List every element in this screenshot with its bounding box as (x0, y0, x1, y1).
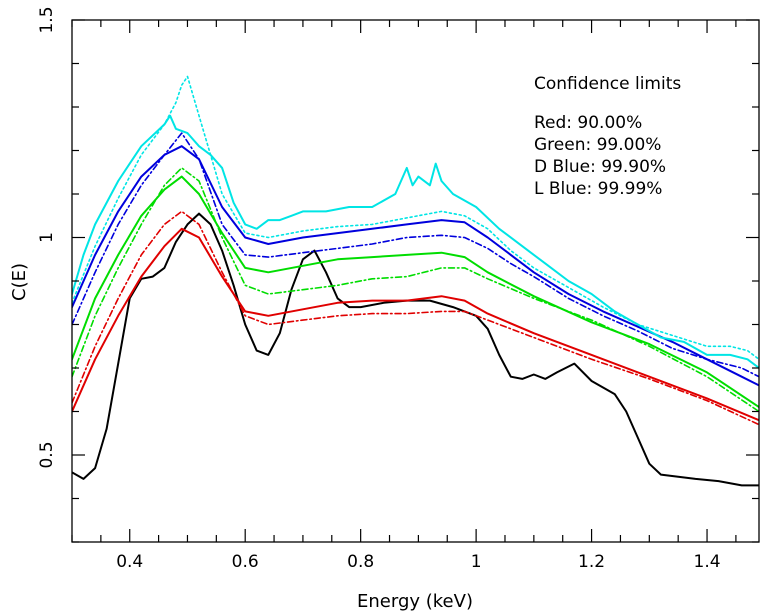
series-line-4 (72, 167, 759, 413)
x-tick-labels: 0.4 0.6 0.8 1 1.2 1.4 (116, 552, 720, 572)
tick-marks (71, 19, 759, 543)
legend-entry: Green: 99.00% (534, 135, 661, 155)
series-line-2 (72, 210, 759, 426)
y-axis-label: C(E) (9, 263, 30, 301)
y-tick-label: 1 (37, 232, 57, 243)
x-axis-label: Energy (keV) (357, 591, 473, 611)
x-tick-label: 1.4 (694, 552, 721, 572)
x-tick-label: 0.4 (116, 552, 143, 572)
series-layer (72, 75, 759, 487)
series-line-0 (72, 212, 759, 487)
legend-entry: Red: 90.00% (534, 113, 642, 133)
series-line-6 (72, 132, 759, 378)
legend: Confidence limits Red: 90.00% Green: 99.… (534, 74, 681, 199)
series-line-7 (72, 114, 759, 369)
plot-frame (71, 19, 760, 543)
y-tick-label: 1.5 (37, 6, 57, 33)
y-tick-labels: 0.5 1 1.5 (37, 6, 57, 468)
legend-entry: D Blue: 99.90% (534, 157, 666, 177)
y-tick-label: 0.5 (37, 441, 57, 468)
x-tick-label: 1.2 (578, 552, 605, 572)
legend-heading: Confidence limits (534, 74, 681, 94)
x-tick-label: 0.8 (347, 552, 374, 572)
series-line-1 (72, 227, 759, 422)
x-tick-label: 0.6 (232, 552, 259, 572)
series-line-3 (72, 175, 759, 409)
legend-entry: L Blue: 99.99% (534, 179, 662, 199)
series-line-8 (72, 75, 759, 361)
x-tick-label: 1 (471, 552, 482, 572)
series-line-5 (72, 145, 759, 387)
